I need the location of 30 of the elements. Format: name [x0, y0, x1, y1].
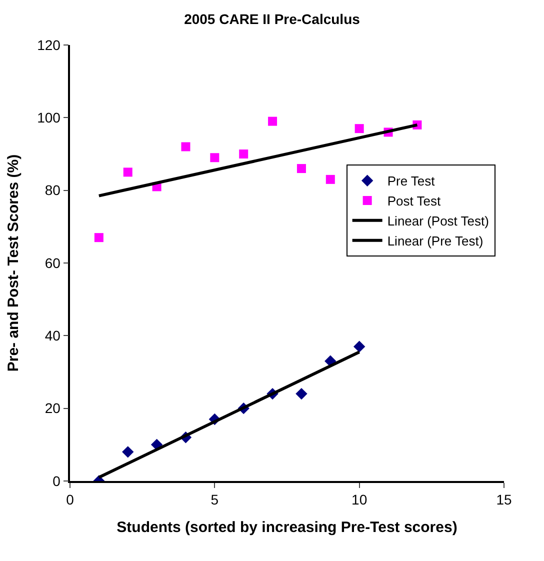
- point: [210, 153, 220, 162]
- point: [239, 150, 248, 158]
- legend-label: Post Test: [387, 194, 441, 209]
- x-tick-label: 15: [496, 492, 512, 508]
- y-tick-label: 80: [44, 182, 61, 198]
- y-axis-title: Pre- and Post- Test Scores (%): [4, 154, 22, 372]
- x-axis-title: Students (sorted by increasing Pre-Test scores): [116, 519, 458, 536]
- y-tick-label: 0: [52, 472, 61, 489]
- chart-title: 2005 CARE II Pre-Calculus: [184, 10, 360, 27]
- legend-label: Pre Test: [387, 174, 436, 189]
- point: [296, 164, 306, 174]
- point: [296, 388, 308, 400]
- point: [354, 124, 364, 134]
- x-tick-label: 5: [210, 492, 219, 508]
- y-tick-label: 20: [44, 400, 61, 416]
- point: [122, 446, 134, 458]
- point: [181, 142, 190, 152]
- point: [326, 174, 335, 184]
- point: [268, 116, 278, 126]
- x-tick-label: 0: [66, 492, 74, 508]
- y-tick-label: 40: [44, 328, 61, 344]
- legend-label: Linear (Pre Test): [387, 233, 484, 248]
- x-tick-label: 10: [352, 492, 368, 508]
- point: [94, 233, 104, 242]
- legend-label: Linear (Post Test): [387, 214, 489, 228]
- y-tick-label: 100: [37, 110, 61, 126]
- point: [123, 168, 132, 177]
- y-tick-label: 120: [37, 36, 61, 53]
- point: [353, 340, 366, 352]
- y-tick-label: 60: [44, 254, 61, 271]
